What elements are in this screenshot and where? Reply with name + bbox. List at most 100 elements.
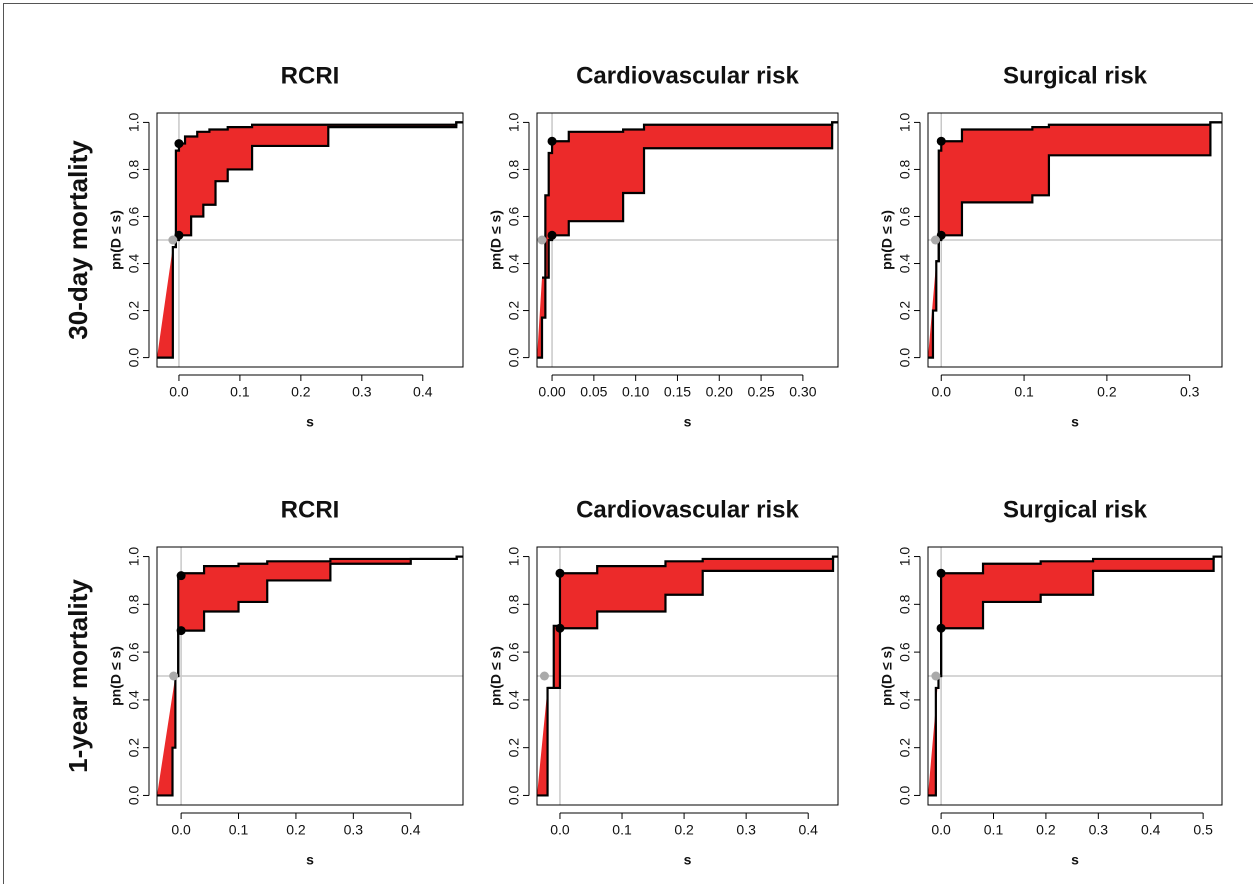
row-label: 1-year mortality — [63, 579, 93, 773]
panel-title: Surgical risk — [1003, 62, 1148, 89]
point — [168, 235, 178, 245]
x-tick-label: 0.3 — [352, 384, 372, 400]
y-tick-label: 0.4 — [506, 254, 522, 274]
y-axis-label: pn(D ≤ s) — [108, 646, 124, 706]
x-tick-label: 0.1 — [984, 822, 1004, 838]
x-axis-label: s — [1071, 414, 1079, 430]
point — [547, 136, 557, 146]
x-tick-label: 0.3 — [736, 822, 756, 838]
x-axis-label: s — [684, 414, 692, 430]
band-fill — [157, 556, 463, 796]
x-tick-label: 0.0 — [550, 822, 570, 838]
x-tick-label: 0.4 — [401, 822, 421, 838]
step-line — [172, 121, 463, 249]
y-tick-label: 0.8 — [126, 160, 142, 180]
x-tick-label: 0.0 — [932, 384, 952, 400]
x-tick-label: 0.20 — [706, 384, 733, 400]
y-tick-label: 0.0 — [897, 348, 913, 368]
x-tick-label: 0.00 — [538, 384, 565, 400]
band-fill — [537, 556, 838, 796]
plot-box — [927, 112, 1223, 368]
point — [555, 568, 565, 578]
x-tick-label: 0.1 — [229, 822, 249, 838]
panel-title: Cardiovascular risk — [576, 496, 799, 523]
band-fill — [928, 122, 1222, 358]
y-tick-label: 0.8 — [897, 594, 913, 614]
y-tick-label: 0.4 — [897, 254, 913, 274]
x-tick-label: 0.2 — [1036, 822, 1056, 838]
y-tick-label: 0.6 — [126, 207, 142, 227]
point — [930, 235, 940, 245]
point — [174, 230, 184, 240]
plot-box — [536, 546, 839, 806]
y-tick-label: 0.2 — [897, 738, 913, 758]
point — [174, 139, 184, 149]
x-tick-label: 0.4 — [413, 384, 433, 400]
y-axis-label: pn(D ≤ s) — [488, 210, 504, 270]
y-tick-label: 0.2 — [126, 738, 142, 758]
x-tick-label: 0.0 — [931, 822, 951, 838]
point — [555, 623, 565, 633]
x-tick-label: 0.25 — [747, 384, 774, 400]
point — [176, 571, 186, 581]
x-tick-label: 0.2 — [1097, 384, 1117, 400]
point — [176, 626, 186, 636]
y-tick-label: 0.6 — [897, 207, 913, 227]
step-line — [157, 121, 463, 359]
y-tick-label: 0.8 — [506, 594, 522, 614]
y-tick-label: 0.0 — [126, 348, 142, 368]
y-tick-label: 1.0 — [506, 547, 522, 567]
x-tick-label: 0.3 — [1089, 822, 1109, 838]
point — [547, 230, 557, 240]
x-axis-label: s — [1071, 852, 1079, 868]
y-axis-label: pn(D ≤ s) — [879, 210, 895, 270]
x-tick-label: 0.30 — [789, 384, 816, 400]
x-axis-label: s — [306, 414, 314, 430]
step-line — [157, 555, 463, 797]
step-line — [928, 555, 1222, 797]
x-tick-label: 0.1 — [230, 384, 250, 400]
band-fill — [537, 122, 838, 358]
point — [936, 136, 946, 146]
x-tick-label: 0.4 — [798, 822, 818, 838]
x-tick-label: 0.1 — [1014, 384, 1034, 400]
step-line — [936, 121, 1222, 263]
y-tick-label: 0.4 — [126, 254, 142, 274]
x-tick-label: 0.0 — [171, 822, 191, 838]
step-line — [547, 555, 838, 690]
y-tick-label: 1.0 — [897, 547, 913, 567]
y-tick-label: 0.4 — [506, 690, 522, 710]
y-tick-label: 0.4 — [897, 690, 913, 710]
y-tick-label: 0.0 — [506, 348, 522, 368]
panel-title: RCRI — [281, 62, 340, 89]
y-tick-label: 0.6 — [126, 642, 142, 662]
y-tick-label: 0.2 — [126, 301, 142, 321]
x-tick-label: 0.3 — [1180, 384, 1200, 400]
x-tick-label: 0.1 — [612, 822, 632, 838]
y-tick-label: 0.6 — [506, 207, 522, 227]
panel-title: Surgical risk — [1003, 496, 1148, 523]
plot-box — [536, 112, 839, 368]
y-tick-label: 0.0 — [897, 786, 913, 806]
y-tick-label: 0.4 — [126, 690, 142, 710]
point — [539, 671, 549, 681]
point — [537, 235, 547, 245]
point — [936, 623, 946, 633]
x-tick-label: 0.2 — [291, 384, 311, 400]
x-tick-label: 0.05 — [580, 384, 607, 400]
x-tick-label: 0.4 — [1141, 822, 1161, 838]
x-tick-label: 0.15 — [664, 384, 691, 400]
plot-box — [156, 546, 464, 806]
step-line — [928, 121, 1222, 359]
y-tick-label: 0.2 — [897, 301, 913, 321]
plot-box — [927, 546, 1223, 806]
band-fill — [928, 556, 1222, 796]
y-tick-label: 0.6 — [897, 642, 913, 662]
y-tick-label: 1.0 — [126, 547, 142, 567]
x-tick-label: 0.5 — [1193, 822, 1213, 838]
y-tick-label: 0.6 — [506, 642, 522, 662]
y-tick-label: 0.8 — [506, 160, 522, 180]
y-tick-label: 0.0 — [506, 786, 522, 806]
y-axis-label: pn(D ≤ s) — [879, 646, 895, 706]
point — [936, 568, 946, 578]
